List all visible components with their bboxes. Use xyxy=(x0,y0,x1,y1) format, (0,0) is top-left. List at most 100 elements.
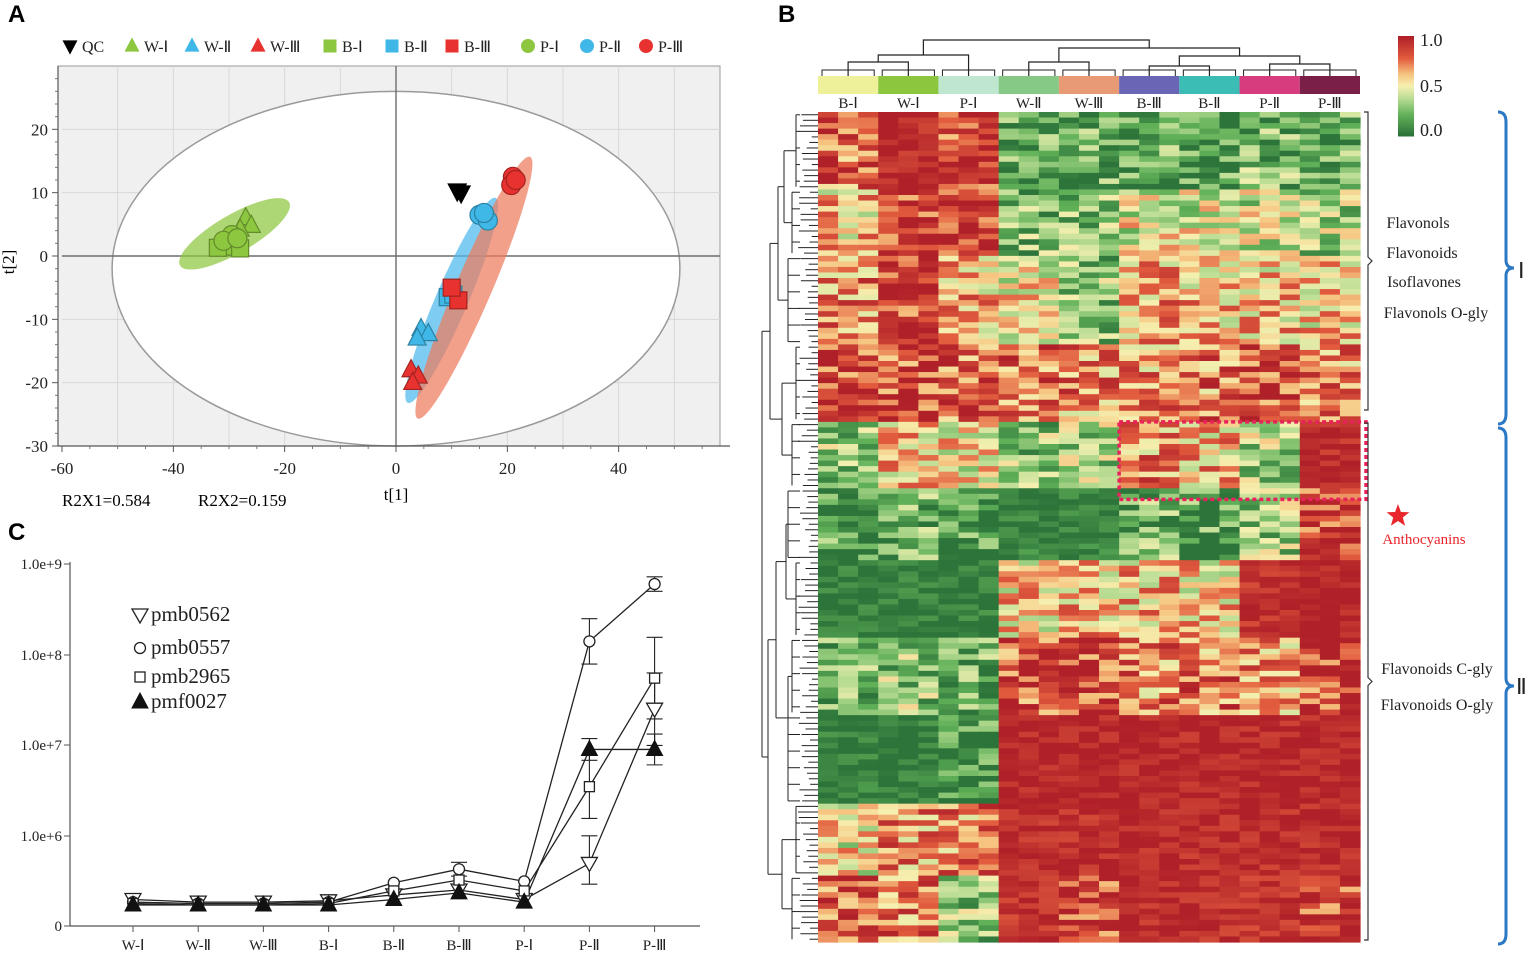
heat-cell xyxy=(858,156,879,163)
heat-cell xyxy=(1179,416,1201,423)
heat-cell xyxy=(1219,394,1241,401)
heat-cell xyxy=(938,278,960,285)
heat-cell xyxy=(1199,720,1221,727)
heat-cell xyxy=(938,643,960,650)
heat-cell xyxy=(898,770,919,777)
heat-cell xyxy=(1038,908,1060,915)
heat-cell xyxy=(858,195,879,202)
heat-cell xyxy=(1078,161,1100,168)
heat-cell xyxy=(838,897,859,904)
heat-cell xyxy=(1058,477,1080,484)
heat-cell xyxy=(1319,527,1341,534)
heat-cell xyxy=(958,289,980,296)
heat-cell xyxy=(1139,200,1160,207)
heat-cell xyxy=(1058,527,1080,534)
heat-cell xyxy=(838,565,859,572)
heat-cell xyxy=(1339,681,1361,689)
scale-swatch xyxy=(1398,68,1414,71)
heat-cell xyxy=(1299,361,1321,368)
heat-cell xyxy=(918,211,940,218)
heat-cell xyxy=(838,283,859,290)
heat-cell xyxy=(1279,593,1301,600)
heat-cell xyxy=(1239,693,1261,700)
heat-cell xyxy=(838,432,859,440)
heat-cell xyxy=(1139,372,1160,379)
heat-cell xyxy=(1119,792,1140,799)
heat-cell xyxy=(998,897,1020,904)
heat-cell xyxy=(958,792,980,799)
scale-swatch xyxy=(1398,114,1414,117)
heat-cell xyxy=(1199,250,1221,257)
heat-cell xyxy=(1179,394,1201,401)
heat-cell xyxy=(1279,587,1301,594)
heat-cell xyxy=(878,161,899,168)
heat-cell xyxy=(878,200,899,207)
heat-cell xyxy=(998,344,1020,351)
heat-cell xyxy=(1339,272,1361,279)
scale-swatch xyxy=(1398,60,1414,63)
heat-cell xyxy=(1099,709,1120,716)
heat-cell xyxy=(898,178,919,185)
heat-cell xyxy=(1119,543,1140,550)
heat-cell xyxy=(1078,770,1100,777)
heat-cell xyxy=(938,626,960,633)
heat-cell xyxy=(978,289,1000,296)
series-point-pmb0562 xyxy=(580,856,599,873)
heat-cell xyxy=(1259,211,1281,218)
heat-cell xyxy=(1018,704,1040,711)
heat-cell xyxy=(1299,383,1321,390)
heat-cell xyxy=(938,753,960,760)
series-point-pmf0027 xyxy=(515,892,534,909)
heat-cell xyxy=(978,344,1000,351)
heat-cell xyxy=(858,731,879,738)
heat-cell xyxy=(858,693,879,700)
heat-cell xyxy=(1038,399,1060,406)
heat-cell xyxy=(998,266,1020,274)
heat-cell xyxy=(1078,776,1100,783)
heat-cell xyxy=(938,853,960,860)
heat-cell xyxy=(1279,515,1301,523)
heat-cell xyxy=(1259,394,1281,401)
heat-cell xyxy=(838,731,859,738)
heat-cell xyxy=(978,676,1000,683)
heat-cell xyxy=(858,477,879,484)
heat-cell xyxy=(1259,521,1281,528)
heat-cell xyxy=(1159,455,1180,462)
heat-cell xyxy=(1078,344,1100,351)
heat-cell xyxy=(1219,820,1241,827)
heat-cell xyxy=(998,239,1020,246)
heat-cell xyxy=(878,593,899,600)
heat-cell xyxy=(1279,272,1301,279)
heat-cell xyxy=(1199,150,1221,157)
heat-cell xyxy=(1159,897,1180,904)
heat-cell xyxy=(858,659,879,666)
heat-cell xyxy=(998,421,1020,428)
heat-cell xyxy=(998,383,1020,390)
heat-cell xyxy=(1299,421,1321,428)
heat-cell xyxy=(1078,311,1100,318)
heat-cell xyxy=(1319,853,1341,860)
heat-cell xyxy=(958,200,980,207)
heat-cell xyxy=(958,803,980,810)
heat-cell xyxy=(878,499,899,506)
heat-cell xyxy=(1038,261,1060,268)
heat-cell xyxy=(918,715,940,722)
heat-cell xyxy=(938,925,960,932)
heat-cell xyxy=(1179,648,1201,655)
heat-cell xyxy=(918,460,940,467)
heat-cell xyxy=(1159,272,1180,279)
heat-cell xyxy=(958,731,980,738)
heat-cell xyxy=(858,560,879,567)
heat-cell xyxy=(1299,610,1321,617)
heat-cell xyxy=(1339,798,1361,805)
heat-cell xyxy=(1179,322,1201,329)
heat-cell xyxy=(1139,289,1160,296)
heat-cell xyxy=(1339,167,1361,174)
heat-cell xyxy=(1179,853,1201,860)
heat-cell xyxy=(1179,814,1201,821)
heat-cell xyxy=(998,847,1020,855)
heat-cell xyxy=(958,770,980,777)
heat-cell xyxy=(1139,626,1160,633)
heat-cell xyxy=(1078,681,1100,689)
heat-cell xyxy=(1219,117,1241,124)
